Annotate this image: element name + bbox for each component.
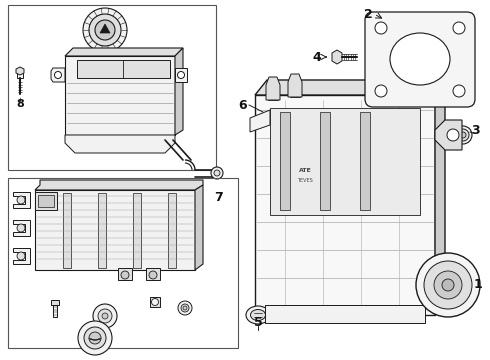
- Bar: [8, 5, 216, 170]
- Bar: [118, 268, 132, 280]
- Polygon shape: [51, 300, 59, 305]
- Text: 3: 3: [472, 123, 480, 136]
- Polygon shape: [65, 48, 183, 56]
- Circle shape: [121, 271, 129, 279]
- Polygon shape: [13, 192, 30, 208]
- Polygon shape: [435, 80, 445, 315]
- Polygon shape: [195, 185, 203, 270]
- Circle shape: [102, 313, 108, 319]
- Polygon shape: [175, 68, 187, 82]
- Circle shape: [17, 196, 25, 204]
- Bar: [53, 305, 57, 317]
- Polygon shape: [13, 248, 30, 264]
- Polygon shape: [255, 80, 445, 95]
- Circle shape: [453, 85, 465, 97]
- Circle shape: [17, 252, 25, 260]
- Circle shape: [442, 279, 454, 291]
- Text: ATE: ATE: [298, 167, 311, 172]
- Circle shape: [460, 132, 466, 138]
- Text: 7: 7: [214, 190, 222, 203]
- Circle shape: [375, 22, 387, 34]
- Circle shape: [434, 271, 462, 299]
- Circle shape: [95, 20, 115, 40]
- Polygon shape: [98, 193, 106, 268]
- Polygon shape: [16, 67, 24, 75]
- Circle shape: [149, 271, 157, 279]
- Bar: [38, 195, 54, 207]
- Circle shape: [447, 129, 459, 141]
- Polygon shape: [77, 60, 170, 78]
- Text: 4: 4: [313, 50, 321, 63]
- Text: 8: 8: [16, 99, 24, 109]
- Polygon shape: [51, 68, 65, 82]
- Circle shape: [416, 253, 480, 317]
- Circle shape: [454, 126, 472, 144]
- Polygon shape: [288, 74, 302, 97]
- Circle shape: [89, 14, 121, 46]
- Polygon shape: [255, 95, 435, 315]
- Polygon shape: [17, 72, 23, 78]
- Circle shape: [214, 170, 220, 176]
- Circle shape: [177, 72, 185, 78]
- Polygon shape: [175, 48, 183, 135]
- Polygon shape: [63, 193, 71, 268]
- Polygon shape: [265, 305, 425, 323]
- Polygon shape: [100, 24, 110, 33]
- Polygon shape: [13, 220, 30, 236]
- Circle shape: [93, 304, 117, 328]
- Circle shape: [183, 306, 187, 310]
- Ellipse shape: [390, 33, 450, 85]
- Polygon shape: [150, 297, 160, 307]
- Polygon shape: [270, 108, 420, 215]
- Circle shape: [375, 85, 387, 97]
- Circle shape: [84, 327, 106, 349]
- Circle shape: [83, 8, 127, 52]
- Polygon shape: [320, 112, 330, 210]
- FancyBboxPatch shape: [365, 12, 475, 107]
- Text: 1: 1: [474, 279, 482, 292]
- Circle shape: [457, 129, 469, 141]
- Circle shape: [178, 301, 192, 315]
- Bar: [35, 192, 57, 210]
- Text: TEVES: TEVES: [297, 177, 313, 183]
- Circle shape: [89, 332, 101, 344]
- Bar: [146, 268, 160, 280]
- Circle shape: [151, 298, 158, 306]
- Polygon shape: [332, 50, 342, 64]
- Bar: [8, 178, 238, 348]
- Polygon shape: [266, 77, 280, 100]
- Polygon shape: [133, 193, 141, 268]
- Circle shape: [181, 304, 189, 312]
- Text: 2: 2: [364, 8, 372, 21]
- Polygon shape: [250, 110, 270, 132]
- Polygon shape: [65, 56, 175, 135]
- Circle shape: [54, 72, 62, 78]
- Text: 5: 5: [254, 315, 262, 328]
- Polygon shape: [168, 193, 176, 268]
- Polygon shape: [360, 112, 370, 210]
- Polygon shape: [65, 135, 175, 153]
- Polygon shape: [435, 120, 462, 150]
- Circle shape: [424, 261, 472, 309]
- Polygon shape: [280, 112, 290, 210]
- Circle shape: [17, 224, 25, 232]
- Circle shape: [78, 321, 112, 355]
- Text: 6: 6: [239, 99, 247, 112]
- Ellipse shape: [246, 306, 270, 324]
- Circle shape: [211, 167, 223, 179]
- Circle shape: [98, 309, 112, 323]
- Polygon shape: [35, 190, 195, 270]
- Ellipse shape: [250, 310, 266, 320]
- Circle shape: [453, 22, 465, 34]
- Polygon shape: [35, 180, 203, 190]
